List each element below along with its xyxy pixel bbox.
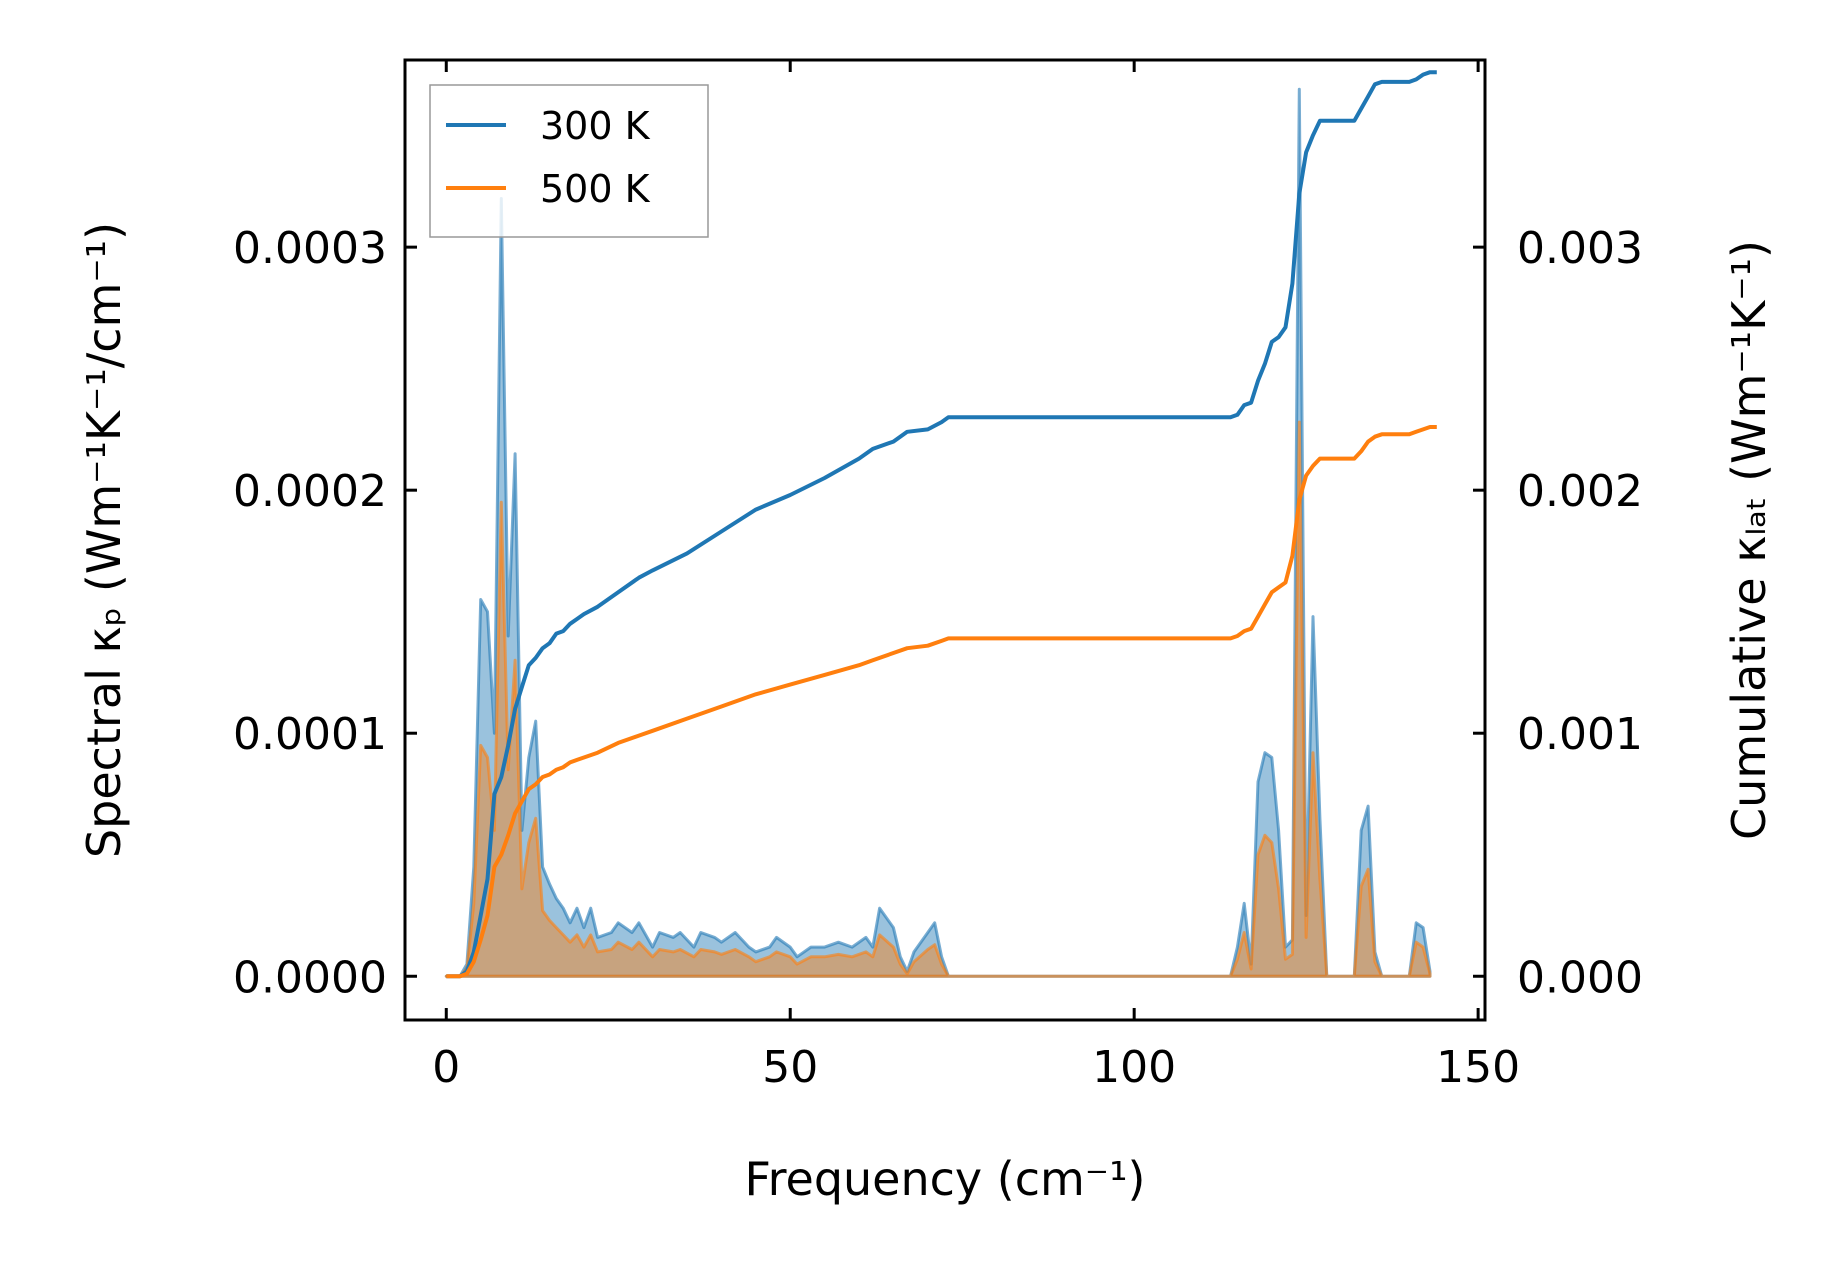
x-tick-label: 100 [1092,1042,1176,1093]
y-right-tick-label: 0.003 [1517,223,1643,274]
y-axis-right-label: Cumulative κₗₐₜ (Wm⁻¹K⁻¹) [1722,240,1776,840]
x-tick-label: 0 [432,1042,460,1093]
y-left-tick-label: 0.0002 [233,466,387,517]
axis-ticks: 0 50 100 150 0.0000 0.0001 0.0002 0.0003 0.000 0.… [233,60,1643,1093]
cumulative-lines [446,70,1437,979]
legend-box [429,84,709,238]
y-axis-left-label: Spectral κₚ (Wm⁻¹K⁻¹/cm⁻¹) [77,222,131,858]
plot-frame [403,58,1487,1022]
legend-label-300k: 300 K [540,104,651,148]
y-left-tick-label: 0.0003 [233,223,387,274]
y-left-tick-label: 0.0001 [233,709,387,760]
x-tick-label: 50 [762,1042,818,1093]
spectral-outline-500k [444,420,1432,978]
spectral-area-300k [446,89,1430,977]
spectral-areas [444,87,1432,978]
y-right-tick-label: 0.000 [1517,952,1643,1003]
y-right-tick-label: 0.002 [1517,466,1643,517]
legend-label-500k: 500 K [540,167,651,211]
cumulative-line-500k [446,425,1437,979]
cumulative-line-300k [446,70,1437,979]
y-right-tick-label: 0.001 [1517,709,1643,760]
spectral-area-500k [446,422,1430,977]
x-axis-label: Frequency (cm⁻¹) [745,1152,1146,1206]
legend: 300 K 500 K [429,84,709,238]
spectral-outline-300k [444,87,1432,978]
x-tick-label: 150 [1436,1042,1520,1093]
y-left-tick-label: 0.0000 [233,952,387,1003]
